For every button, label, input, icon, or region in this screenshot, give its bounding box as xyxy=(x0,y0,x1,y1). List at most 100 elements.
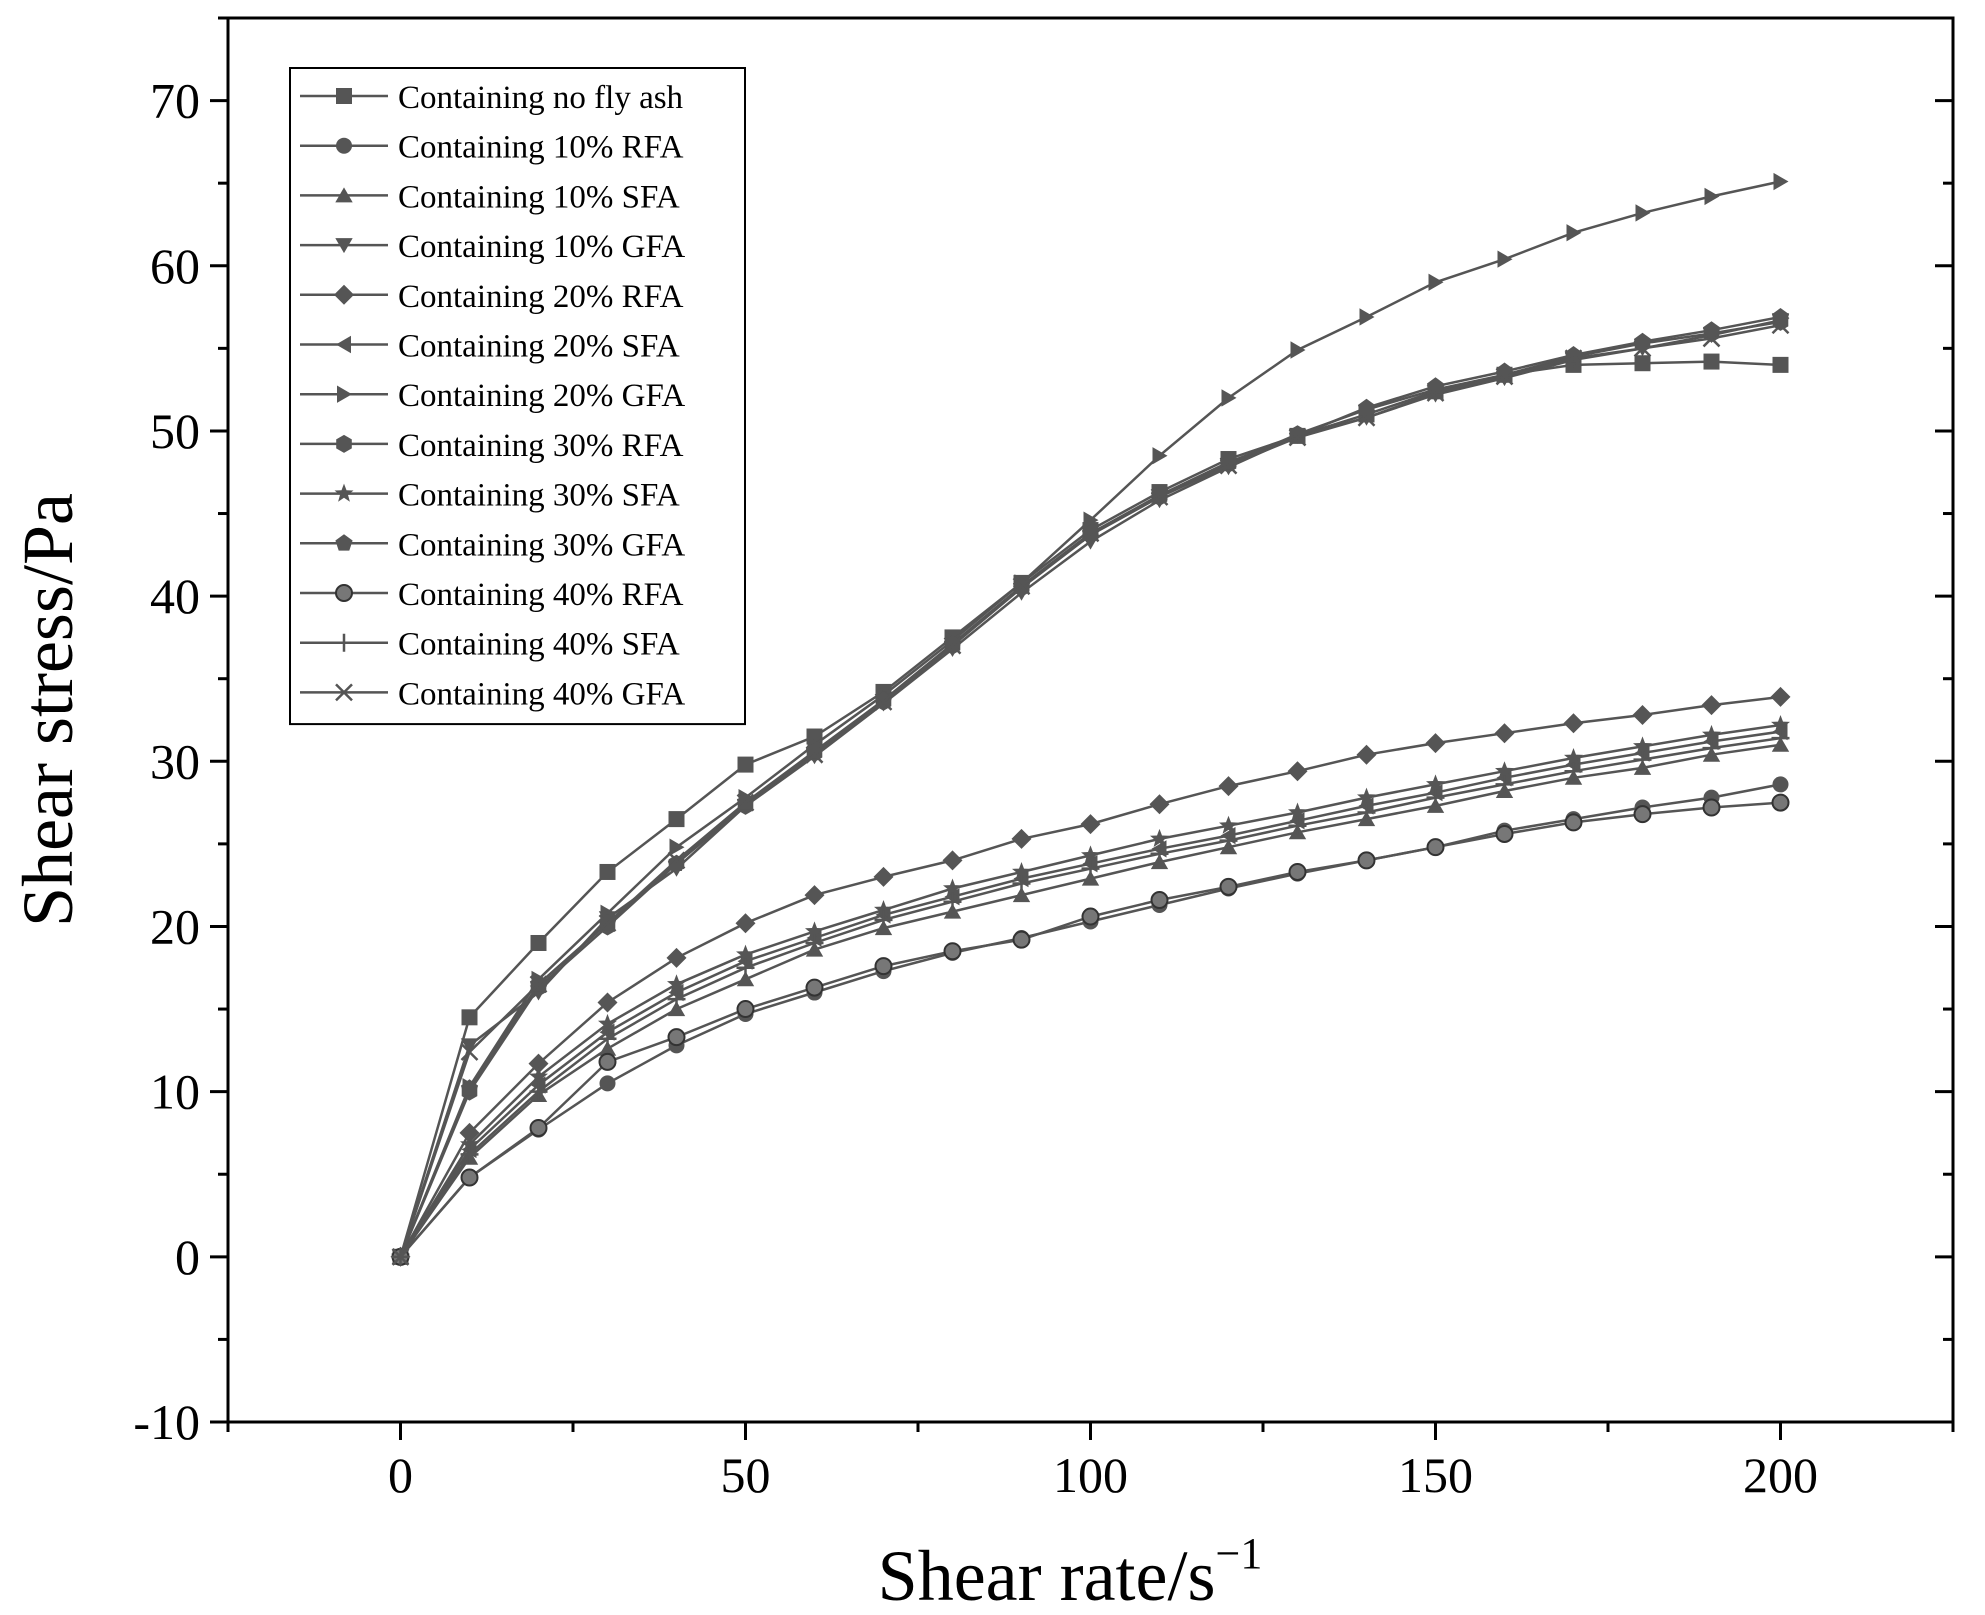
data-point xyxy=(1149,794,1170,815)
data-point xyxy=(1563,713,1584,734)
data-point xyxy=(598,1040,617,1056)
legend-item: Containing 20% RFA xyxy=(300,279,684,315)
data-point xyxy=(529,1066,548,1085)
legend-item: Containing 40% SFA xyxy=(300,627,680,663)
legend-marker xyxy=(336,88,352,104)
data-point xyxy=(529,1082,548,1101)
data-point xyxy=(874,910,893,929)
data-point xyxy=(597,992,618,1013)
series-13 xyxy=(391,316,1790,1266)
x-tick-label: 150 xyxy=(1398,1447,1473,1503)
data-point xyxy=(1081,845,1100,864)
legend-item: Containing 20% GFA xyxy=(300,378,685,414)
data-point xyxy=(1494,723,1515,744)
data-point xyxy=(1566,224,1582,242)
data-point xyxy=(1495,761,1514,780)
data-point xyxy=(874,691,893,708)
data-point xyxy=(943,878,962,897)
data-point xyxy=(736,793,755,812)
data-point xyxy=(1633,339,1652,358)
data-point xyxy=(668,811,685,828)
legend-marker xyxy=(336,434,352,453)
data-point xyxy=(1633,750,1652,769)
data-point xyxy=(598,914,617,933)
data-point xyxy=(1357,851,1376,870)
data-point xyxy=(1426,774,1445,793)
data-point xyxy=(1771,793,1790,812)
data-point xyxy=(1357,803,1376,822)
y-tick-label: 70 xyxy=(150,73,200,129)
x-tick-label: 50 xyxy=(721,1447,771,1503)
data-point xyxy=(1152,447,1168,465)
data-point xyxy=(1012,887,1031,903)
y-tick-label: 50 xyxy=(150,403,200,459)
legend-label: Containing 30% GFA xyxy=(398,527,685,563)
data-point xyxy=(1771,715,1790,733)
data-point xyxy=(736,944,755,963)
legend-item: Containing 30% RFA xyxy=(300,428,684,464)
legend-label: Containing 20% GFA xyxy=(398,378,685,414)
legend-label: Containing 10% GFA xyxy=(398,229,685,265)
legend-label: Containing 20% RFA xyxy=(398,279,684,315)
data-point xyxy=(598,1052,617,1071)
data-point xyxy=(530,934,547,951)
data-point xyxy=(1150,844,1169,863)
data-point xyxy=(598,1029,617,1048)
data-point xyxy=(735,913,756,934)
data-point xyxy=(1564,349,1583,368)
data-point xyxy=(1702,329,1721,348)
x-tick-label: 0 xyxy=(388,1447,413,1503)
data-point xyxy=(1495,367,1514,386)
legend-label: Containing 10% RFA xyxy=(398,130,684,166)
data-point xyxy=(1081,907,1100,926)
data-point xyxy=(1081,870,1100,886)
data-point xyxy=(1288,802,1307,821)
data-point xyxy=(1290,341,1306,359)
data-point xyxy=(805,921,824,940)
data-point xyxy=(667,854,686,871)
data-point xyxy=(1083,511,1099,529)
legend-label: Containing 40% GFA xyxy=(398,676,685,712)
legend-marker xyxy=(336,137,352,154)
legend-marker xyxy=(335,584,353,602)
legend-marker xyxy=(335,238,353,254)
data-point xyxy=(1495,775,1514,794)
x-axis-title-superscript: −1 xyxy=(1216,1529,1263,1578)
legend-item: Containing 30% GFA xyxy=(300,527,685,563)
data-point xyxy=(1634,355,1651,372)
data-point xyxy=(1633,736,1652,755)
data-point xyxy=(873,866,894,887)
data-point xyxy=(1635,204,1651,222)
data-point xyxy=(874,900,893,918)
data-point xyxy=(943,903,962,919)
data-point xyxy=(460,1079,479,1096)
data-point xyxy=(1219,831,1238,850)
data-point xyxy=(805,745,824,764)
data-point xyxy=(1357,408,1376,427)
data-point xyxy=(1219,877,1238,896)
legend-marker xyxy=(337,385,352,403)
legend-item: Containing 20% SFA xyxy=(300,329,680,365)
data-point xyxy=(805,978,824,997)
data-point xyxy=(1012,874,1031,893)
data-point xyxy=(874,692,893,711)
legend-marker xyxy=(335,534,353,551)
legend-item: Containing 10% RFA xyxy=(300,130,684,166)
legend-label: Containing 30% SFA xyxy=(398,478,680,514)
y-tick-label: 0 xyxy=(175,1229,200,1285)
data-point xyxy=(1564,748,1583,767)
data-point xyxy=(1012,862,1031,881)
data-point xyxy=(1288,862,1307,881)
data-point xyxy=(391,1247,410,1266)
data-point xyxy=(1287,761,1308,782)
y-tick-label: 60 xyxy=(150,238,200,294)
legend-marker xyxy=(334,284,354,305)
data-point xyxy=(460,1043,479,1061)
data-point xyxy=(1771,729,1790,748)
data-point xyxy=(943,942,962,961)
data-point xyxy=(666,947,687,968)
data-point xyxy=(943,636,962,655)
data-point xyxy=(1702,798,1721,817)
data-point xyxy=(528,1053,549,1074)
data-point xyxy=(1150,828,1169,847)
